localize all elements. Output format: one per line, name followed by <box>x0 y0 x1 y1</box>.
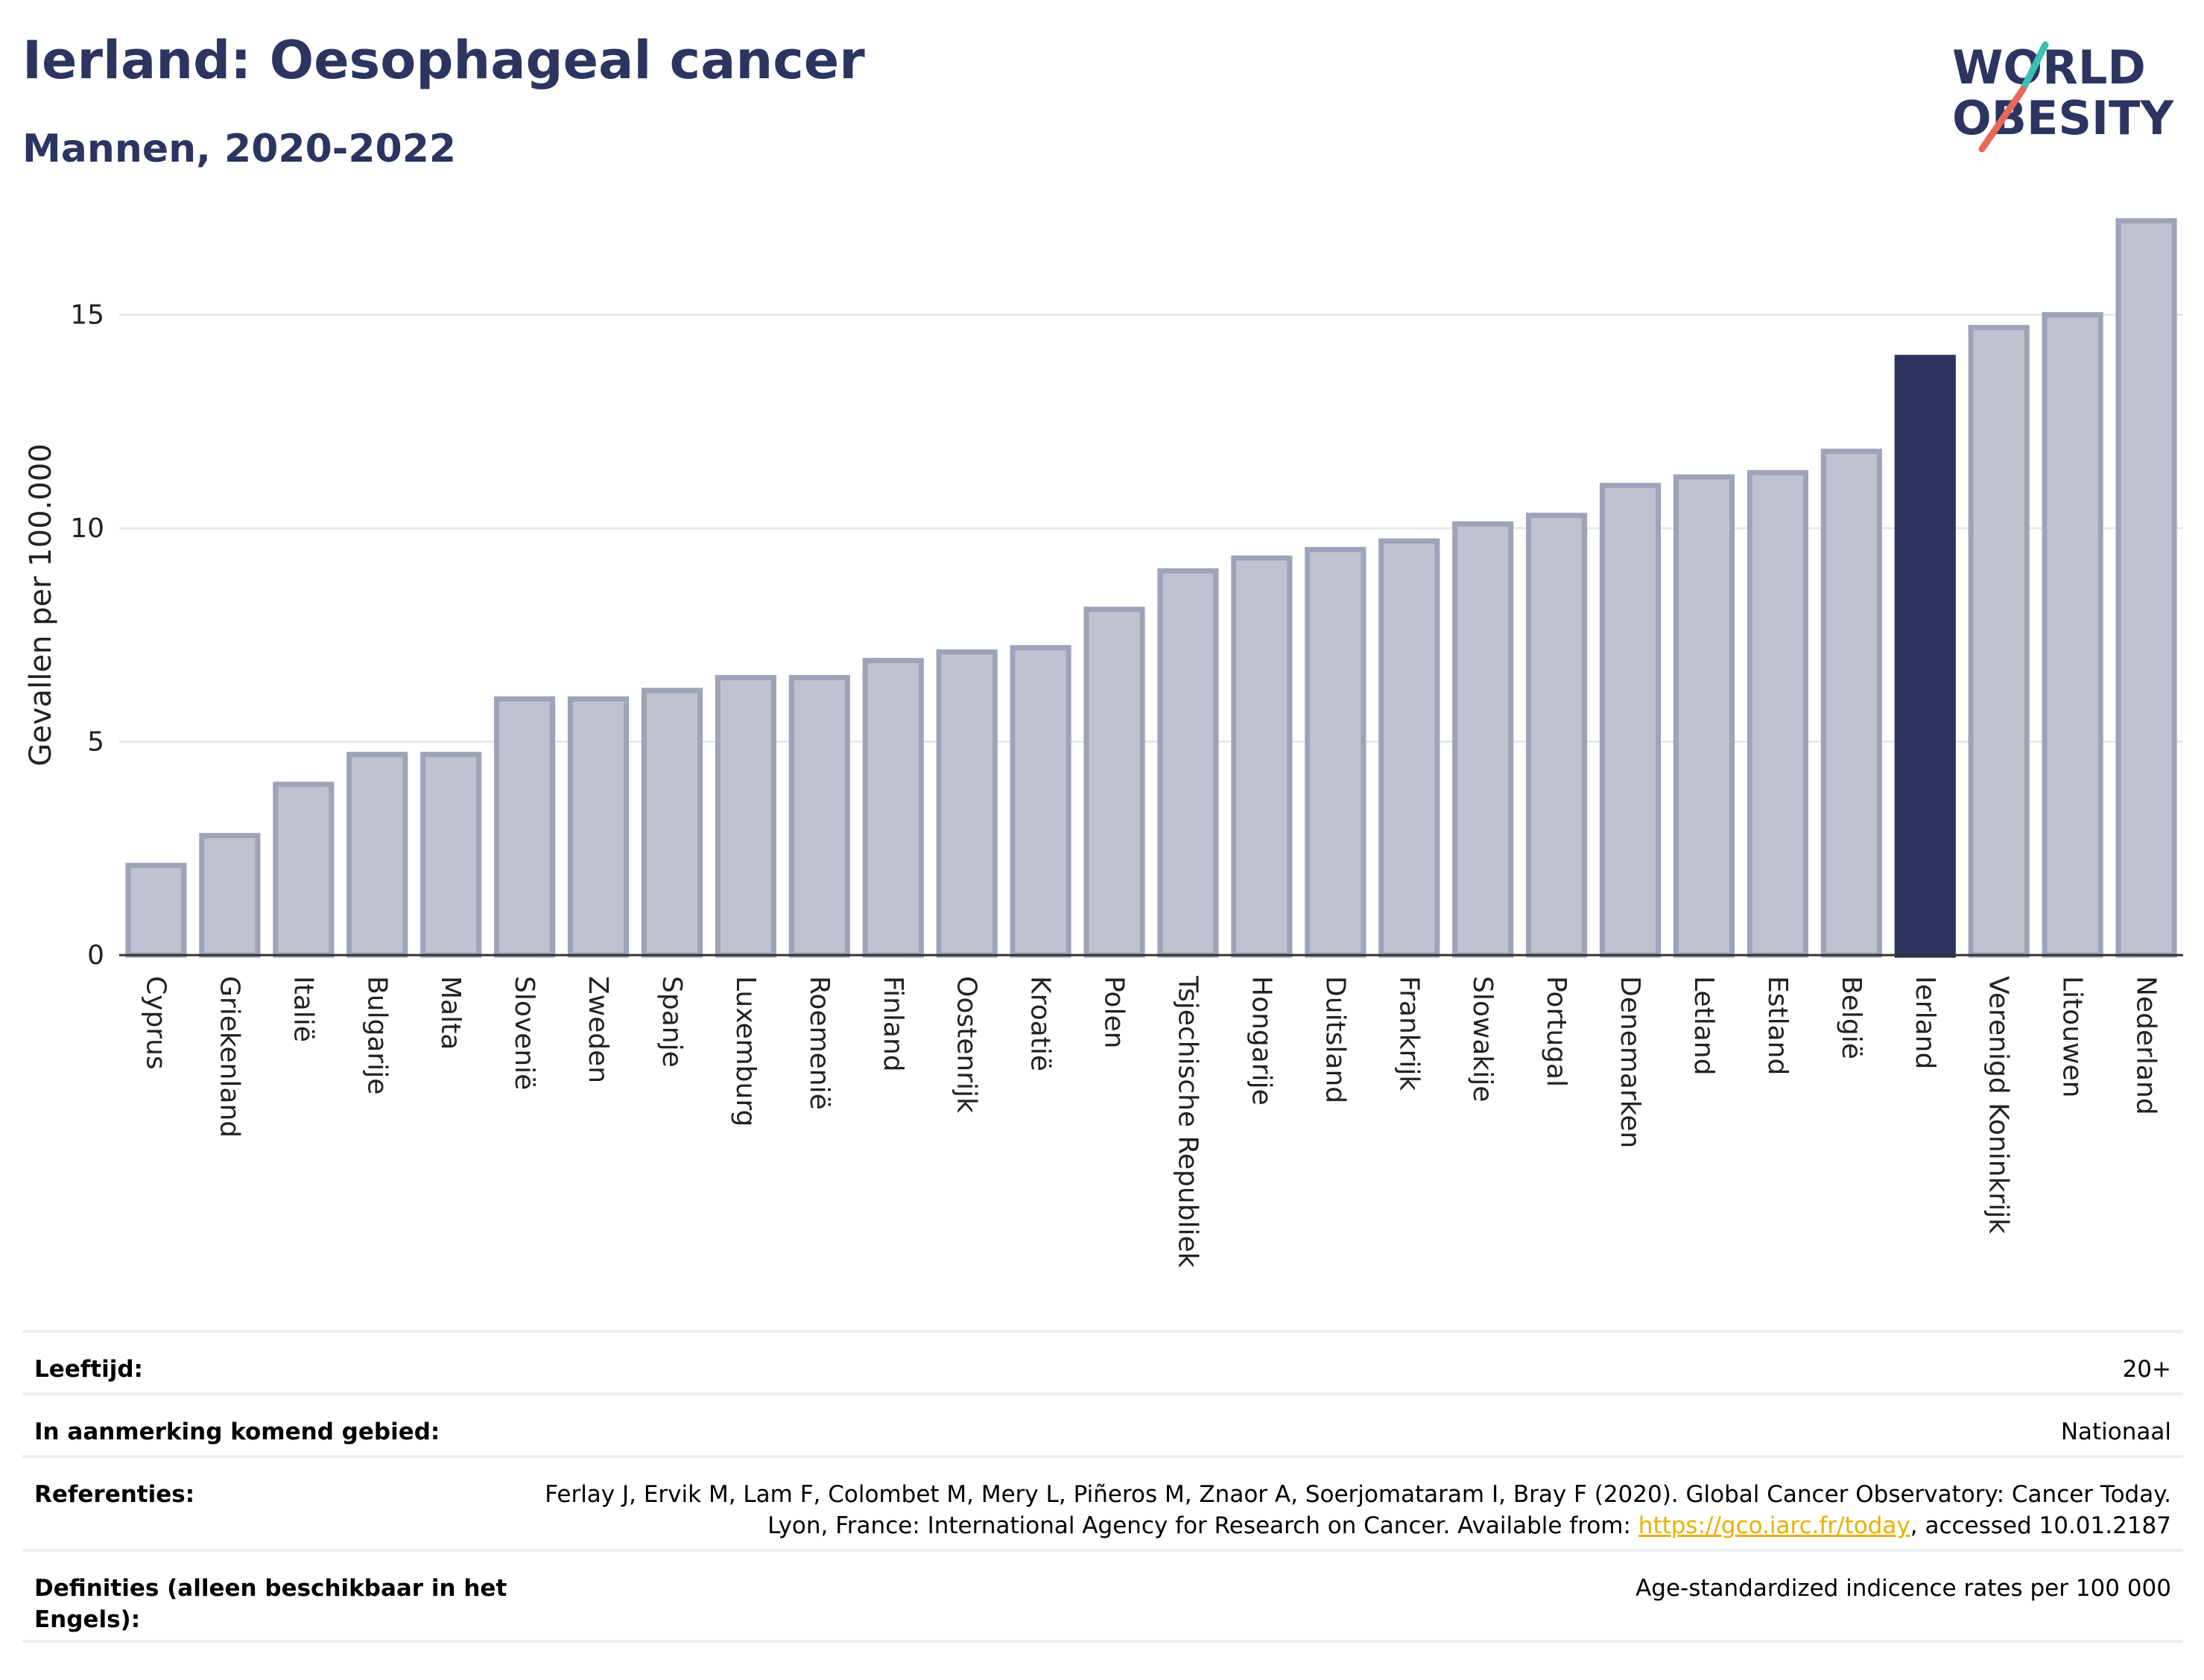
bar <box>1894 355 1956 958</box>
x-tick-label: Slowakije <box>1467 976 1498 1102</box>
logo-slash-red <box>1978 86 2027 153</box>
bar <box>1231 555 1293 958</box>
bar <box>1452 521 1514 958</box>
bar <box>346 752 408 958</box>
meta-row-definitions: Definities (alleen beschikbaar in het En… <box>22 1549 2183 1643</box>
reference-accessed: , accessed 10.01.2187 <box>1910 1512 2171 1539</box>
x-tick-label: Roemenië <box>804 976 835 1110</box>
x-tick-label: Spanje <box>656 976 687 1068</box>
bar <box>199 833 261 958</box>
logo-line1: WORLD <box>1952 40 2146 95</box>
bar <box>1820 448 1882 958</box>
meta-label: Referenties: <box>34 1481 195 1508</box>
bar <box>788 675 850 958</box>
x-tick-label: Bulgarije <box>361 976 392 1094</box>
y-tick-label: 10 <box>70 513 104 544</box>
x-tick-label: Nederland <box>2131 976 2162 1115</box>
bar <box>641 688 703 958</box>
chart-title: Ierland: Oesophageal cancer <box>22 30 865 91</box>
x-tick-label: Kroatië <box>1025 976 1056 1071</box>
bar <box>1673 474 1735 958</box>
bar <box>1526 513 1588 958</box>
x-tick-label: Zweden <box>583 976 613 1083</box>
logo-slash-teal <box>2019 41 2049 93</box>
bar <box>936 649 998 958</box>
x-tick-label: Ierland <box>1910 976 1940 1069</box>
reference-text: Ferlay J, Ervik M, Lam F, Colombet M, Me… <box>545 1481 2171 1539</box>
bar-chart: 0 5 10 15 Gevallen per 100.000 Cyprus Griekenl… <box>24 218 2183 1268</box>
bar <box>1010 644 1071 958</box>
x-tick-label: Griekenland <box>214 976 244 1138</box>
bar <box>715 675 776 958</box>
reference-link[interactable]: https://gco.iarc.fr/today <box>1638 1512 1910 1539</box>
bar <box>1599 483 1662 958</box>
bar <box>1083 606 1145 958</box>
bar <box>1157 568 1219 958</box>
x-tick-label: Verenigd Koninkrijk <box>1983 976 2014 1234</box>
bar <box>862 658 924 958</box>
meta-value: Ferlay J, Ervik M, Lam F, Colombet M, Me… <box>532 1479 2171 1541</box>
world-obesity-logo: WORLD OBESITY <box>1952 40 2174 153</box>
x-tick-label: België <box>1836 976 1866 1059</box>
x-tick-label: Polen <box>1099 976 1130 1048</box>
bar <box>420 752 482 958</box>
x-tick-label: Portugal <box>1541 976 1571 1087</box>
y-axis-label: Gevallen per 100.000 <box>24 443 58 766</box>
x-tick-label: Slovenië <box>509 976 539 1090</box>
x-tick-label: Denemarken <box>1615 976 1645 1148</box>
bar <box>1378 538 1440 958</box>
bar <box>1747 469 1808 958</box>
x-tick-label: Estland <box>1762 976 1793 1075</box>
y-tick-label: 15 <box>70 299 104 330</box>
meta-label: Leeftijd: <box>34 1356 143 1383</box>
meta-row-area: In aanmerking komend gebied: Nationaal <box>22 1392 2183 1455</box>
bar <box>1305 547 1367 958</box>
y-tick-label: 5 <box>87 726 104 757</box>
x-tick-label: Tsjechische Republiek <box>1172 975 1203 1268</box>
x-tick-label: Duitsland <box>1320 976 1350 1103</box>
x-tick-label: Finland <box>878 976 908 1072</box>
x-tick-label: Frankrijk <box>1393 976 1424 1091</box>
x-tick-label: Hongarije <box>1246 976 1276 1106</box>
x-tick-label: Malta <box>435 976 466 1050</box>
y-tick-label: 0 <box>87 940 104 971</box>
meta-row-age: Leeftijd: 20+ <box>22 1330 2183 1392</box>
meta-value: Age-standardized indicence rates per 100… <box>1635 1575 2171 1602</box>
bar <box>494 696 556 958</box>
bar <box>567 696 630 958</box>
metadata-table: Leeftijd: 20+ In aanmerking komend gebie… <box>22 1330 2183 1643</box>
meta-label: In aanmerking komend gebied: <box>34 1419 440 1445</box>
x-tick-label: Letland <box>1688 976 1719 1075</box>
x-tick-label: Italië <box>288 976 318 1042</box>
bar <box>273 782 335 958</box>
bar <box>2115 218 2177 958</box>
x-tick-label: Oostenrijk <box>951 976 982 1113</box>
x-tick-label: Cyprus <box>140 976 171 1070</box>
meta-value: Nationaal <box>2060 1419 2171 1445</box>
x-tick-label: Litouwen <box>2057 976 2088 1097</box>
chart-subtitle: Mannen, 2020-2022 <box>22 127 457 171</box>
x-tick-label: Luxemburg <box>730 976 761 1126</box>
meta-row-references: Referenties: Ferlay J, Ervik M, Lam F, C… <box>22 1455 2183 1549</box>
bar <box>125 863 187 958</box>
bar <box>1968 325 2030 958</box>
meta-label: Definities (alleen beschikbaar in het En… <box>34 1575 507 1633</box>
meta-value: 20+ <box>2122 1356 2171 1383</box>
bar <box>2042 311 2103 958</box>
